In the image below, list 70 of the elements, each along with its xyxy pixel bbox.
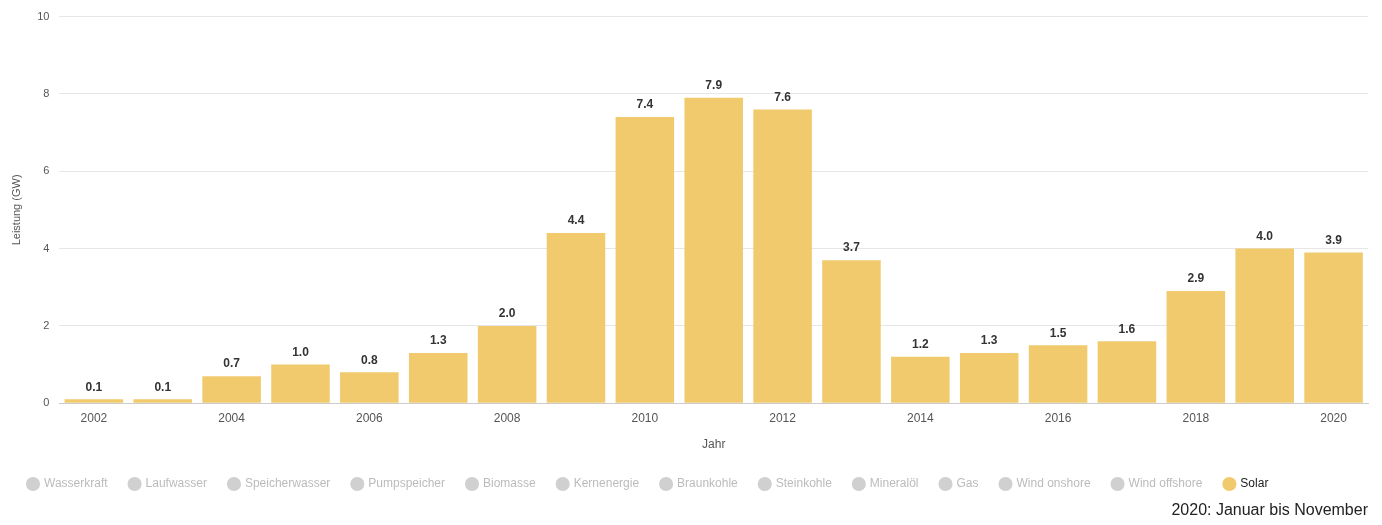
- legend-label: Wasserkraft: [44, 476, 109, 491]
- data-label: 2.9: [1187, 271, 1205, 286]
- bar: [546, 233, 606, 403]
- data-label: 2.0: [498, 306, 516, 321]
- data-label: 0.1: [154, 379, 172, 394]
- y-tick-label: 8: [43, 86, 50, 99]
- data-label: 7.4: [636, 97, 654, 112]
- legend-label: Mineralöl: [869, 476, 919, 491]
- data-label: 0.7: [223, 356, 241, 371]
- bar: [340, 372, 399, 403]
- data-label: 1.6: [1118, 321, 1136, 336]
- x-tick-label: 2016: [1044, 410, 1072, 425]
- x-tick-label: 2010: [631, 410, 659, 425]
- data-label: 1.0: [292, 344, 310, 359]
- data-label: 4.4: [567, 213, 585, 228]
- x-tick-label: 2002: [80, 410, 108, 425]
- legend-label: Wind offshore: [1128, 476, 1203, 491]
- y-tick-label: 0: [43, 396, 50, 409]
- x-axis-title: Jahr: [702, 437, 726, 452]
- y-axis-title: Leistung (GW): [9, 174, 22, 246]
- bar: [822, 260, 881, 403]
- x-tick-label: 2012: [769, 410, 797, 425]
- data-label: 7.6: [774, 89, 792, 104]
- x-tick-label: 2004: [218, 410, 246, 425]
- bar: [133, 399, 193, 403]
- data-label: 0.8: [361, 352, 379, 367]
- data-label: 1.5: [1049, 325, 1067, 340]
- legend-label: Biomasse: [483, 476, 537, 491]
- bar: [64, 399, 124, 403]
- y-tick-label: 6: [43, 164, 50, 177]
- bar: [753, 109, 812, 403]
- x-tick-label: 2020: [1320, 410, 1348, 425]
- data-label: 1.3: [429, 333, 447, 348]
- x-tick-label: 2006: [356, 410, 384, 425]
- legend-label: Steinkohle: [775, 476, 833, 491]
- y-tick-label: 4: [43, 241, 50, 254]
- bar: [1028, 345, 1088, 403]
- legend-label: Wind onshore: [1016, 476, 1091, 491]
- legend-label: Pumpspeicher: [368, 476, 446, 491]
- data-label: 3.7: [843, 240, 861, 255]
- y-tick-label: 10: [37, 9, 50, 22]
- bar: [477, 325, 537, 403]
- x-tick-label: 2018: [1182, 410, 1210, 425]
- bar: [615, 117, 675, 403]
- x-tick-label: 2014: [906, 410, 934, 425]
- data-label: 0.1: [85, 379, 103, 394]
- bar: [1166, 291, 1226, 403]
- data-label: 1.3: [980, 333, 998, 348]
- bar: [408, 352, 468, 403]
- bar: [891, 356, 950, 403]
- legend-label: Speicherwasser: [244, 476, 331, 491]
- bar: [1304, 252, 1363, 403]
- legend-label: Kernenergie: [573, 476, 640, 491]
- data-label: 3.9: [1325, 232, 1343, 247]
- x-tick-label: 2008: [493, 410, 521, 425]
- bar: [1097, 341, 1157, 403]
- bar: [202, 376, 261, 403]
- data-label: 1.2: [911, 337, 929, 352]
- legend-label: Solar: [1240, 476, 1269, 491]
- bar: [271, 364, 330, 403]
- data-label: 7.9: [705, 78, 723, 93]
- legend-label: Laufwasser: [145, 476, 207, 491]
- bar: [1235, 248, 1294, 403]
- bar: [959, 352, 1019, 403]
- legend-label: Gas: [956, 476, 979, 491]
- y-tick-label: 2: [43, 318, 50, 331]
- bar: [684, 97, 743, 403]
- text: 2020: Januar bis November: [1171, 501, 1368, 519]
- data-label: 4.0: [1256, 228, 1274, 243]
- legend-label: Braunkohle: [677, 476, 739, 491]
